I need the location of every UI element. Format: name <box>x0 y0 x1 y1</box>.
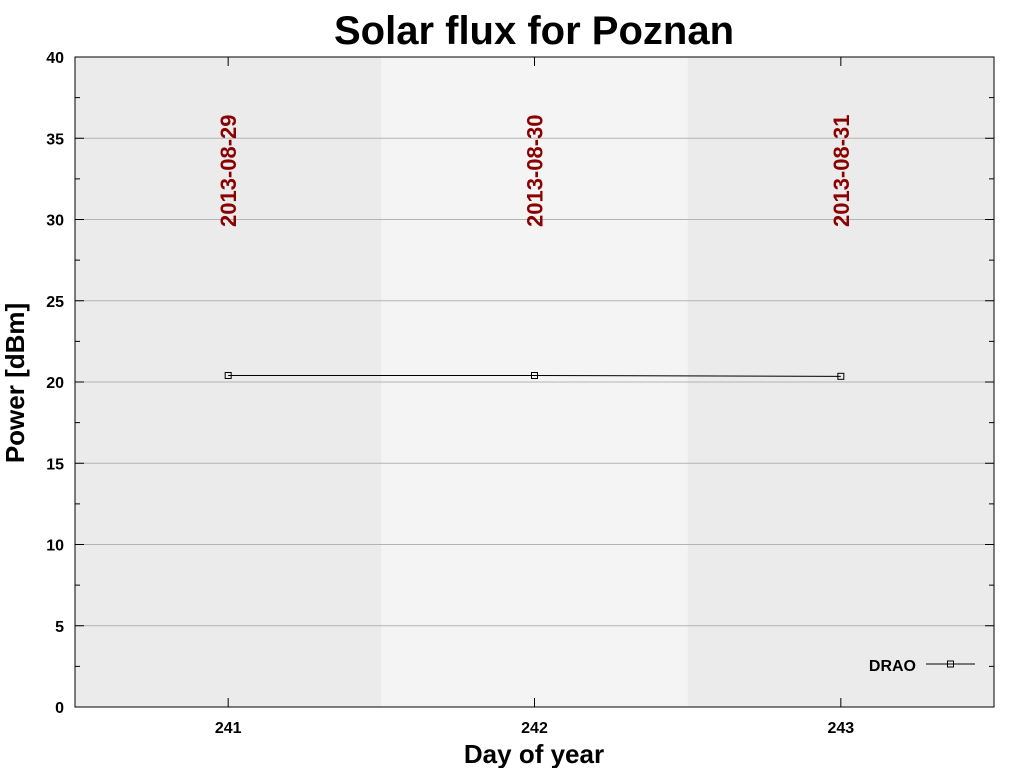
legend: DRAO <box>869 658 975 675</box>
chart-title: Solar flux for Poznan <box>334 9 734 53</box>
x-axis-label: Day of year <box>464 739 604 768</box>
x-tick-label: 242 <box>521 720 548 737</box>
date-labels: 2013-08-29 2013-08-30 2013-08-31 <box>216 114 854 227</box>
grid-lines <box>75 137 994 627</box>
x-tick-label: 243 <box>827 720 854 737</box>
legend-label: DRAO <box>869 658 916 675</box>
data-point-marker <box>531 372 538 379</box>
series-line-drao <box>228 375 841 377</box>
legend-marker <box>947 660 954 668</box>
y-tick-label: 40 <box>46 50 64 67</box>
y-tick-label: 30 <box>46 213 64 230</box>
y-tick-label: 10 <box>46 538 64 555</box>
series-layer <box>224 372 845 380</box>
y-tick-label: 20 <box>46 375 64 392</box>
date-label: 2013-08-30 <box>523 114 548 227</box>
y-tick-label: 15 <box>46 456 64 473</box>
data-point-marker <box>224 372 232 379</box>
date-label: 2013-08-29 <box>216 114 241 227</box>
y-tick-label: 25 <box>46 294 64 311</box>
tick-labels: 0 5 10 15 20 25 30 35 40 241 242 243 <box>46 50 854 737</box>
y-tick-label: 5 <box>55 619 64 636</box>
y-axis-label: Power [dBm] <box>0 303 30 463</box>
y-tick-label: 35 <box>46 131 64 148</box>
data-point-marker <box>837 372 845 380</box>
axis-ticks <box>75 56 994 708</box>
date-label: 2013-08-31 <box>829 114 854 227</box>
y-tick-label: 0 <box>55 700 64 717</box>
x-tick-label: 241 <box>215 720 242 737</box>
